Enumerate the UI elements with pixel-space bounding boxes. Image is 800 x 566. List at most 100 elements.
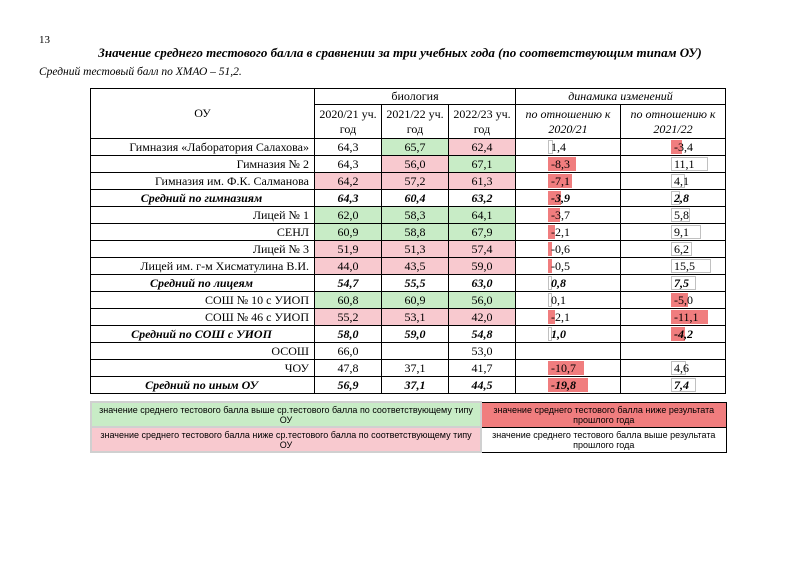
results-table: ОУ биология динамика изменений 2020/21 у… — [90, 88, 727, 394]
dyn-cell-d1: 0,1 — [515, 291, 621, 309]
score-year-1: 47,8 — [314, 359, 382, 377]
summary-row: Средний по иным ОУ 56,9 37,1 44,5 -19,8 7,4 — [90, 376, 727, 394]
dyn-bar-d2 — [671, 191, 681, 205]
dyn-bar-d2 — [671, 242, 692, 256]
legend-above-prev: значение среднего тестового балла выше р… — [480, 426, 727, 453]
dyn-cell-d2: 7,4 — [619, 376, 727, 394]
dyn-value-d1: -7,1 — [551, 174, 570, 188]
table-row: Лицей № 1 62,0 58,3 64,1 -3,7 5,8 — [90, 206, 727, 224]
header-dynamics: динамика изменений — [514, 88, 727, 105]
header-row-top: ОУ биология динамика изменений — [90, 88, 727, 139]
score-year-3: 41,7 — [448, 359, 516, 377]
page-number: 13 — [39, 34, 50, 46]
table-row: СОШ № 10 с УИОП 60,8 60,9 56,0 0,1 -5,0 — [90, 291, 727, 309]
dyn-value-d1: -2,1 — [551, 225, 570, 239]
dyn-bar-d1 — [548, 208, 561, 222]
dyn-value-d2: 5,8 — [674, 208, 689, 222]
dyn-bar-d1 — [548, 361, 584, 375]
dyn-value-d2: -3,4 — [674, 140, 693, 154]
dyn-cell-d1: -2,1 — [515, 308, 621, 326]
score-year-1: 55,2 — [314, 308, 382, 326]
score-year-2: 65,7 — [381, 138, 449, 156]
school-name: Лицей им. г-м Хисматулина В.И. — [90, 257, 315, 275]
dyn-bar-d1 — [548, 225, 555, 239]
dyn-value-d2: 7,4 — [674, 378, 689, 392]
score-year-1: 44,0 — [314, 257, 382, 275]
score-year-3: 67,1 — [448, 155, 516, 173]
header-dyn-1: по отношению к 2020/21 — [515, 104, 621, 139]
dyn-value-d2: -5,0 — [674, 293, 693, 307]
score-year-3: 44,5 — [448, 376, 516, 394]
score-year-3: 53,0 — [448, 342, 516, 360]
table-row: Лицей № 3 51,9 51,3 57,4 -0,6 6,2 — [90, 240, 727, 258]
score-year-2: 37,1 — [381, 359, 449, 377]
dyn-bar-d1 — [548, 140, 553, 154]
results-table-body: ОУ биология динамика изменений 2020/21 у… — [90, 88, 727, 394]
dyn-cell-d1: -2,1 — [515, 223, 621, 241]
dyn-cell-d1: -7,1 — [515, 172, 621, 190]
school-name: Средний по лицеям — [90, 274, 315, 292]
dyn-value-d1: -0,5 — [551, 259, 570, 273]
school-name: СЕНЛ — [90, 223, 315, 241]
score-year-2: 60,9 — [381, 291, 449, 309]
dyn-cell-d2 — [619, 342, 727, 360]
school-name: Гимназия им. Ф.К. Салманова — [90, 172, 315, 190]
score-year-1: 51,9 — [314, 240, 382, 258]
school-name: Средний по иным ОУ — [90, 376, 315, 394]
dyn-cell-d2: 4,1 — [619, 172, 727, 190]
score-year-3: 56,0 — [448, 291, 516, 309]
school-name: Лицей № 3 — [90, 240, 315, 258]
dyn-cell-d2: 6,2 — [619, 240, 727, 258]
dyn-value-d2: 4,1 — [674, 174, 689, 188]
score-year-2: 53,1 — [381, 308, 449, 326]
dyn-value-d2: -4,2 — [674, 327, 693, 341]
score-year-2: 55,5 — [381, 274, 449, 292]
dyn-cell-d1: 0,8 — [515, 274, 621, 292]
score-year-3: 54,8 — [448, 325, 516, 343]
dyn-cell-d1: -0,6 — [515, 240, 621, 258]
dyn-value-d1: 1,0 — [551, 327, 566, 341]
score-year-2: 37,1 — [381, 376, 449, 394]
score-year-3: 62,4 — [448, 138, 516, 156]
dyn-bar-d2 — [671, 361, 687, 375]
dyn-cell-d1: 1,0 — [515, 325, 621, 343]
dyn-cell-d1: -3,9 — [515, 189, 621, 207]
dyn-cell-d1: -8,3 — [515, 155, 621, 173]
header-ou: ОУ — [90, 88, 315, 139]
school-name: Лицей № 1 — [90, 206, 315, 224]
header-dyn-2: по отношению к 2021/22 — [619, 104, 727, 139]
dyn-value-d1: 0,8 — [551, 276, 566, 290]
dyn-bar-d2 — [671, 327, 685, 341]
dyn-value-d1: -2,1 — [551, 310, 570, 324]
school-name: Средний по СОШ с УИОП — [90, 325, 315, 343]
score-year-1: 62,0 — [314, 206, 382, 224]
dyn-bar-d1 — [548, 242, 552, 256]
score-year-2: 57,2 — [381, 172, 449, 190]
score-year-2: 51,3 — [381, 240, 449, 258]
dyn-cell-d1: -10,7 — [515, 359, 621, 377]
dyn-value-d2: 6,2 — [674, 242, 689, 256]
dyn-cell-d2: -3,4 — [619, 138, 727, 156]
score-year-3: 67,9 — [448, 223, 516, 241]
table-row: Гимназия № 2 64,3 56,0 67,1 -8,3 11,1 — [90, 155, 727, 173]
school-name: ОСОШ — [90, 342, 315, 360]
school-name: СОШ № 10 с УИОП — [90, 291, 315, 309]
score-year-1: 58,0 — [314, 325, 382, 343]
dyn-cell-d2: 4,6 — [619, 359, 727, 377]
score-year-3: 59,0 — [448, 257, 516, 275]
dyn-value-d1: -3,7 — [551, 208, 570, 222]
score-year-1: 64,3 — [314, 155, 382, 173]
score-year-3: 64,1 — [448, 206, 516, 224]
dyn-bar-d1 — [548, 191, 561, 205]
dyn-cell-d2: 7,5 — [619, 274, 727, 292]
dyn-bar-d2 — [671, 378, 696, 392]
school-name: Средний по гимназиям — [90, 189, 315, 207]
score-year-1: 54,7 — [314, 274, 382, 292]
header-subject: биология — [314, 88, 516, 105]
header-row-bottom: 2020/21 уч. год 2021/22 уч. год 2022/23 … — [91, 104, 727, 139]
school-name: ЧОУ — [90, 359, 315, 377]
dyn-cell-d2: 9,1 — [619, 223, 727, 241]
score-year-1: 56,9 — [314, 376, 382, 394]
summary-row: Средний по лицеям 54,7 55,5 63,0 0,8 7,5 — [90, 274, 727, 292]
dyn-value-d2: 4,6 — [674, 361, 689, 375]
